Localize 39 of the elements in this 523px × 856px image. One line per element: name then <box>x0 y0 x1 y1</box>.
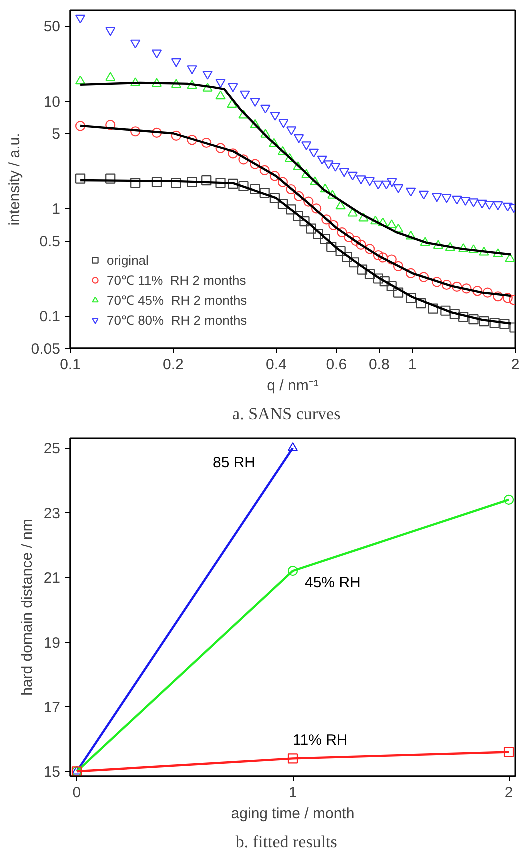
x-tick-label: 0 <box>72 784 82 802</box>
series-label: 45% RH <box>305 574 361 592</box>
x-tick-label: 0.6 <box>326 356 348 374</box>
x-axis-title: q / nm⁻¹ <box>267 378 319 394</box>
y-tick-label: 19 <box>44 634 61 652</box>
y-axis-title: intensity / a.u. <box>6 133 24 226</box>
legend-label: 70℃ 45% RH 2 months <box>107 292 248 309</box>
point <box>504 747 514 758</box>
y-tick-label: 23 <box>44 505 61 522</box>
x-tick-label: 2 <box>511 356 520 374</box>
x-axis-title: aging time / month <box>231 806 355 822</box>
point <box>504 494 514 505</box>
series-label: 85 RH <box>213 454 256 472</box>
y-tick-label: 1 <box>52 201 60 218</box>
legend-label: original <box>107 252 149 268</box>
legend-label: 70℃ 11% RH 2 months <box>107 272 246 289</box>
x-tick-label: 0.2 <box>163 356 184 374</box>
text: a. SANS curves <box>232 404 341 424</box>
y-tick-label: 17 <box>44 699 61 716</box>
y-tick-label: 25 <box>44 440 61 458</box>
legend-label: 70℃ 80% RH 2 months <box>107 312 248 329</box>
point <box>288 754 298 764</box>
y-tick-label: 0.5 <box>40 234 61 251</box>
x-tick-label: 0.4 <box>266 356 287 374</box>
point <box>288 566 298 576</box>
y-tick-label: 50 <box>44 18 61 36</box>
y-tick-label: 10 <box>44 94 61 111</box>
x-tick-label: 1 <box>408 356 417 374</box>
x-tick-label: 0.8 <box>368 356 390 374</box>
y-tick-label: 21 <box>44 570 61 588</box>
text: b. fitted results <box>236 832 338 852</box>
x-tick-label: 2 <box>504 784 514 802</box>
y-tick-label: 15 <box>44 764 61 782</box>
x-tick-label: 1 <box>288 784 298 802</box>
series-label: 11% RH <box>293 732 348 750</box>
y-tick-label: 5 <box>52 126 60 144</box>
y-tick-label: 0.1 <box>40 308 61 326</box>
y-axis-title: hard domain distance / nm <box>18 519 36 696</box>
y-tick-label: 0.05 <box>31 341 61 358</box>
